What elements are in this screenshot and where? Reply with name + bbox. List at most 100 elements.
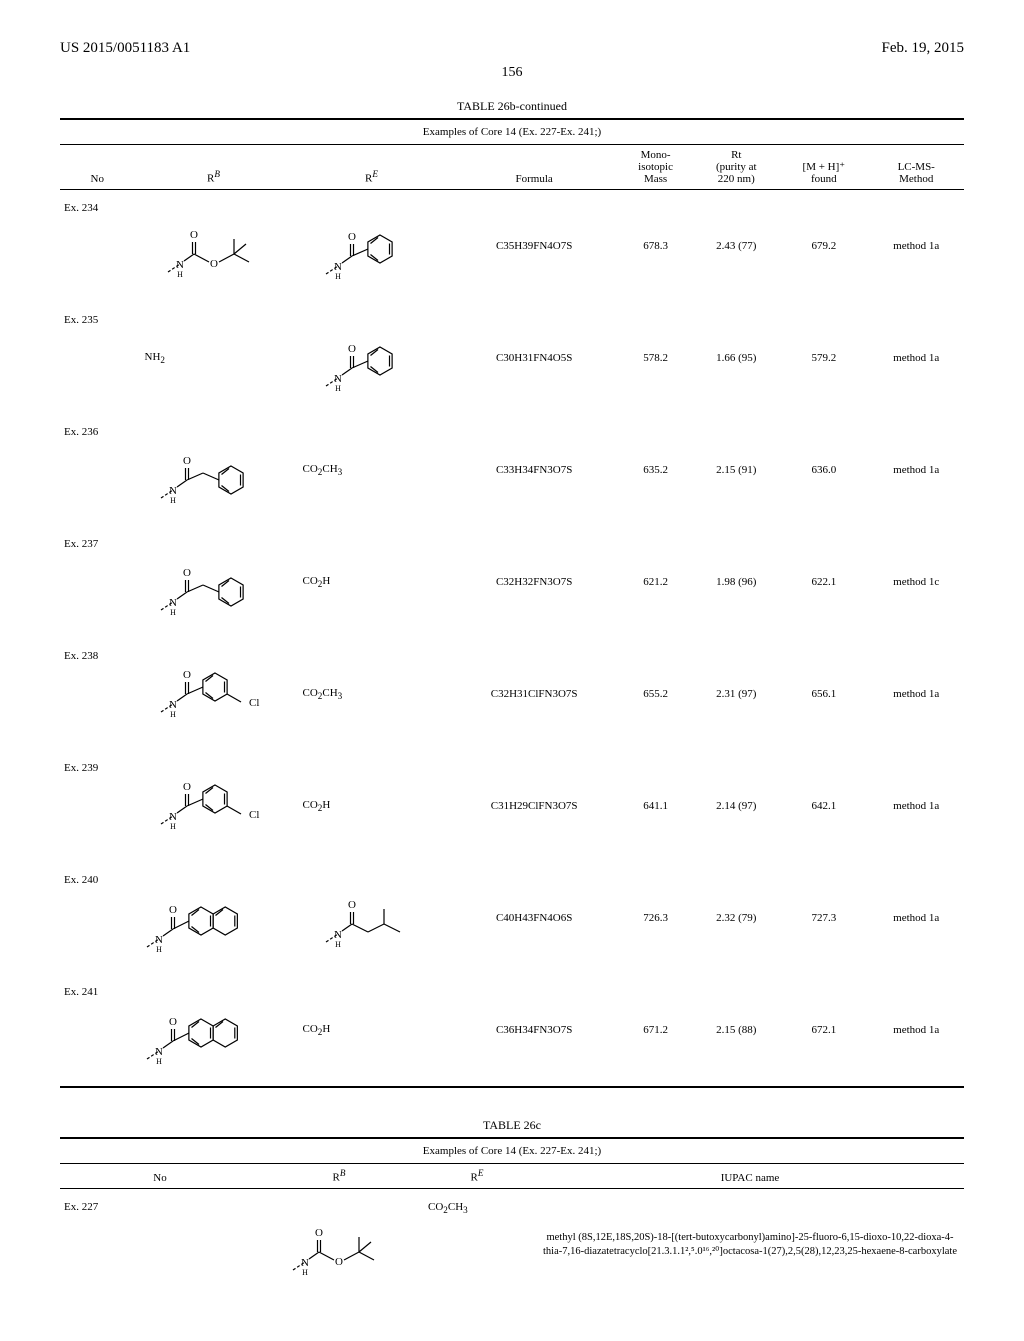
svg-text:Cl: Cl bbox=[249, 809, 259, 821]
cell-method: method 1a bbox=[868, 750, 964, 862]
cell-method: method 1a bbox=[868, 414, 964, 526]
cell-rb bbox=[135, 974, 293, 1086]
re-text: CO2CH3 bbox=[297, 687, 447, 701]
col-re: RE bbox=[293, 145, 451, 190]
cell-no: Ex. 235 bbox=[60, 302, 135, 414]
cell-method: method 1a bbox=[868, 638, 964, 750]
svg-text:O: O bbox=[335, 1256, 343, 1268]
col-method: LC-MS- Method bbox=[868, 145, 964, 190]
cell-rb: Cl bbox=[135, 638, 293, 750]
cell-re bbox=[293, 862, 451, 974]
table-row: Ex. 240 C40H43FN4O6S 726.3 2.32 (79) 727… bbox=[60, 862, 964, 974]
cell-iupac: methyl (8S,12E,18S,20S)-18-[(tert-butoxy… bbox=[536, 1188, 964, 1301]
col-rt: Rt (purity at 220 nm) bbox=[693, 145, 779, 190]
col-no-c: No bbox=[60, 1164, 260, 1189]
cell-mass: 678.3 bbox=[618, 190, 694, 303]
cell-rb: O bbox=[135, 190, 293, 303]
cell-mass: 641.1 bbox=[618, 750, 694, 862]
cell-formula: C36H34FN3O7S bbox=[451, 974, 618, 1086]
cell-rt: 2.32 (79) bbox=[693, 862, 779, 974]
cell-rt: 2.15 (88) bbox=[693, 974, 779, 1086]
col-iupac: IUPAC name bbox=[536, 1164, 964, 1189]
cell-rb: O bbox=[260, 1188, 418, 1301]
table26b-title: TABLE 26b-continued bbox=[60, 99, 964, 114]
table-row: Ex. 227 O CO2CH3 methyl (8S,12E,18S,20S)… bbox=[60, 1188, 964, 1301]
cell-no: Ex. 227 bbox=[60, 1188, 260, 1301]
cell-formula: C33H34FN3O7S bbox=[451, 414, 618, 526]
col-no: No bbox=[60, 145, 135, 190]
cell-re bbox=[293, 302, 451, 414]
cell-mass: 621.2 bbox=[618, 526, 694, 638]
cell-no: Ex. 236 bbox=[60, 414, 135, 526]
cell-rb: NH2 bbox=[135, 302, 293, 414]
re-text: CO2H bbox=[297, 575, 447, 589]
cell-re: CO2H bbox=[293, 526, 451, 638]
cell-re bbox=[293, 190, 451, 303]
rb-structure: O bbox=[139, 204, 289, 289]
cell-mh: 642.1 bbox=[779, 750, 868, 862]
svg-text:O: O bbox=[210, 258, 218, 270]
col-mass: Mono- isotopic Mass bbox=[618, 145, 694, 190]
cell-rb bbox=[135, 526, 293, 638]
cell-method: method 1a bbox=[868, 974, 964, 1086]
cell-rt: 1.66 (95) bbox=[693, 302, 779, 414]
table26b-subtitle: Examples of Core 14 (Ex. 227-Ex. 241;) bbox=[60, 119, 964, 145]
cell-formula: C40H43FN4O6S bbox=[451, 862, 618, 974]
re-text: CO2H bbox=[297, 799, 447, 813]
cell-rt: 2.14 (97) bbox=[693, 750, 779, 862]
table-row: Ex. 238 Cl CO2CH3 C32H31ClFN3O7S 655.2 2… bbox=[60, 638, 964, 750]
rb-structure bbox=[139, 871, 289, 966]
rb-structure bbox=[139, 983, 289, 1078]
cell-formula: C31H29ClFN3O7S bbox=[451, 750, 618, 862]
cell-re: CO2H bbox=[293, 750, 451, 862]
cell-re: CO2CH3 bbox=[418, 1188, 536, 1301]
cell-formula: C30H31FN4O5S bbox=[451, 302, 618, 414]
table-row: Ex. 241 CO2H C36H34FN3O7S 671.2 2.15 (88… bbox=[60, 974, 964, 1086]
table-row: Ex. 239 Cl CO2H C31H29ClFN3O7S 641.1 2.1… bbox=[60, 750, 964, 862]
cell-formula: C32H32FN3O7S bbox=[451, 526, 618, 638]
table-row: Ex. 236 CO2CH3 C33H34FN3O7S 635.2 2.15 (… bbox=[60, 414, 964, 526]
re-text: CO2CH3 bbox=[422, 1201, 532, 1215]
rb-structure: O bbox=[264, 1202, 414, 1287]
cell-rt: 1.98 (96) bbox=[693, 526, 779, 638]
rb-structure bbox=[139, 425, 289, 515]
cell-mh: 727.3 bbox=[779, 862, 868, 974]
table-row: Ex. 234 O C35H39FN4O7S 678.3 2.43 (77) 6… bbox=[60, 190, 964, 303]
page-number: 156 bbox=[60, 65, 964, 81]
cell-mass: 635.2 bbox=[618, 414, 694, 526]
col-mh: [M + H]⁺ found bbox=[779, 145, 868, 190]
cell-re: CO2CH3 bbox=[293, 638, 451, 750]
cell-mass: 655.2 bbox=[618, 638, 694, 750]
rb-text: NH2 bbox=[139, 351, 289, 365]
cell-mass: 671.2 bbox=[618, 974, 694, 1086]
cell-mass: 578.2 bbox=[618, 302, 694, 414]
rb-structure: Cl bbox=[139, 644, 289, 744]
col-re-c: RE bbox=[418, 1164, 536, 1189]
table-row: Ex. 235 NH2 C30H31FN4O5S 578.2 1.66 (95)… bbox=[60, 302, 964, 414]
cell-mh: 679.2 bbox=[779, 190, 868, 303]
cell-rb bbox=[135, 862, 293, 974]
svg-text:Cl: Cl bbox=[249, 697, 259, 709]
page: US 2015/0051183 A1 Feb. 19, 2015 156 TAB… bbox=[0, 0, 1024, 1341]
cell-mh: 672.1 bbox=[779, 974, 868, 1086]
cell-re: CO2H bbox=[293, 974, 451, 1086]
page-header: US 2015/0051183 A1 Feb. 19, 2015 bbox=[60, 40, 964, 57]
cell-no: Ex. 237 bbox=[60, 526, 135, 638]
re-text: CO2H bbox=[297, 1023, 447, 1037]
table-26c: Examples of Core 14 (Ex. 227-Ex. 241;) N… bbox=[60, 1137, 964, 1301]
patent-number: US 2015/0051183 A1 bbox=[60, 40, 190, 57]
cell-rt: 2.43 (77) bbox=[693, 190, 779, 303]
cell-method: method 1c bbox=[868, 526, 964, 638]
cell-re: CO2CH3 bbox=[293, 414, 451, 526]
cell-method: method 1a bbox=[868, 190, 964, 303]
cell-formula: C35H39FN4O7S bbox=[451, 190, 618, 303]
cell-method: method 1a bbox=[868, 302, 964, 414]
col-rb: RB bbox=[135, 145, 293, 190]
cell-mh: 636.0 bbox=[779, 414, 868, 526]
table26c-subtitle: Examples of Core 14 (Ex. 227-Ex. 241;) bbox=[60, 1138, 964, 1164]
table-row: Ex. 237 CO2H C32H32FN3O7S 621.2 1.98 (96… bbox=[60, 526, 964, 638]
rb-structure bbox=[139, 537, 289, 627]
rb-structure: Cl bbox=[139, 756, 289, 856]
col-formula: Formula bbox=[451, 145, 618, 190]
cell-no: Ex. 240 bbox=[60, 862, 135, 974]
